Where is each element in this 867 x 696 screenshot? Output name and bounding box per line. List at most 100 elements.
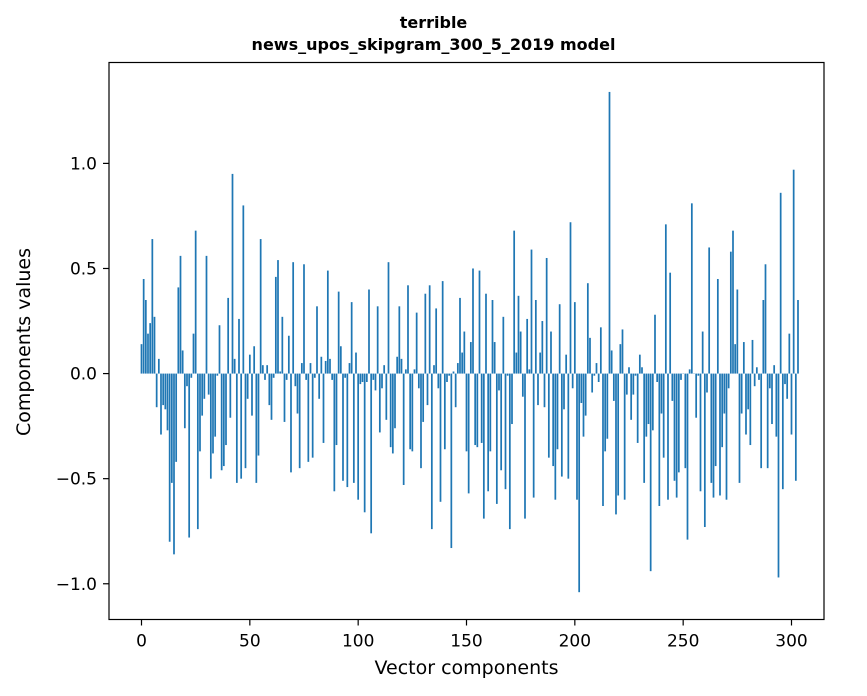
bar <box>658 373 661 506</box>
bar <box>361 373 364 382</box>
bar <box>270 373 273 420</box>
bar <box>547 373 550 458</box>
bar <box>433 365 435 374</box>
bar <box>493 342 496 374</box>
bar <box>578 373 581 593</box>
bar <box>370 373 373 534</box>
bar <box>695 373 698 418</box>
bar <box>411 373 414 452</box>
bar <box>322 373 325 443</box>
bar <box>625 373 628 395</box>
bar <box>409 373 412 450</box>
bar <box>170 373 173 483</box>
bar <box>758 373 760 380</box>
bar <box>140 344 143 374</box>
bar <box>426 373 429 406</box>
bar <box>747 373 750 410</box>
bar <box>287 335 290 374</box>
bar <box>745 373 747 435</box>
bar <box>582 373 585 437</box>
bar <box>647 373 650 425</box>
bar <box>656 373 659 382</box>
bar <box>240 373 243 479</box>
bar <box>779 192 782 374</box>
bar <box>617 373 620 496</box>
bar <box>177 287 180 374</box>
bar <box>459 297 461 374</box>
bar <box>474 373 477 446</box>
y-tick-label: 0.0 <box>70 365 97 385</box>
bar <box>634 373 637 376</box>
bar <box>560 373 563 477</box>
bar <box>294 373 297 387</box>
bar <box>194 230 197 374</box>
bar <box>428 285 431 374</box>
bar <box>365 373 368 382</box>
bar <box>196 373 199 530</box>
bar <box>192 333 195 374</box>
bar <box>489 373 492 452</box>
bar <box>506 373 509 376</box>
bar <box>485 293 487 374</box>
bar <box>630 373 633 420</box>
bar <box>729 251 732 374</box>
bar <box>144 300 147 374</box>
bar <box>781 373 784 490</box>
bar <box>359 373 362 385</box>
bar <box>703 373 706 528</box>
bar <box>621 329 624 374</box>
bar <box>569 222 572 374</box>
bar <box>298 373 301 469</box>
bar <box>238 318 240 374</box>
bar <box>229 373 232 418</box>
bar <box>541 321 544 374</box>
bar <box>274 276 277 374</box>
bar <box>465 373 468 452</box>
bar <box>597 373 600 382</box>
bar <box>482 373 485 519</box>
bar <box>381 373 383 389</box>
bar <box>218 325 221 374</box>
bar <box>329 358 331 374</box>
bar <box>680 373 682 380</box>
bar <box>708 247 711 374</box>
bar <box>773 365 776 374</box>
bar <box>669 272 672 374</box>
bar <box>573 302 576 374</box>
bar <box>326 270 329 374</box>
bars-group <box>140 91 799 593</box>
bar <box>225 373 227 446</box>
bar <box>608 91 611 374</box>
bar <box>645 373 648 437</box>
bar <box>515 352 518 374</box>
y-tick-label: 1.0 <box>70 154 97 174</box>
bar <box>160 373 162 435</box>
bar <box>352 373 355 483</box>
bar <box>480 373 483 443</box>
bar <box>164 373 167 410</box>
bar <box>790 373 793 435</box>
bar <box>463 331 466 374</box>
bar <box>376 306 379 374</box>
bar <box>563 373 565 410</box>
bar <box>420 373 422 469</box>
bar <box>383 365 386 374</box>
bar <box>292 262 295 374</box>
bar <box>461 352 464 374</box>
bar <box>602 373 604 506</box>
bar <box>736 289 739 374</box>
bar <box>222 373 225 467</box>
bar <box>300 363 303 374</box>
bar <box>543 373 546 408</box>
y-tick-label: −0.5 <box>56 470 97 490</box>
y-axis-label: Components values <box>13 247 35 437</box>
bar <box>199 373 201 452</box>
bar <box>448 373 451 376</box>
bar <box>378 373 381 433</box>
bar <box>333 373 336 492</box>
bar <box>363 373 366 513</box>
bar <box>651 373 654 431</box>
bar <box>723 373 726 414</box>
bar <box>606 373 609 439</box>
bar <box>580 373 583 404</box>
